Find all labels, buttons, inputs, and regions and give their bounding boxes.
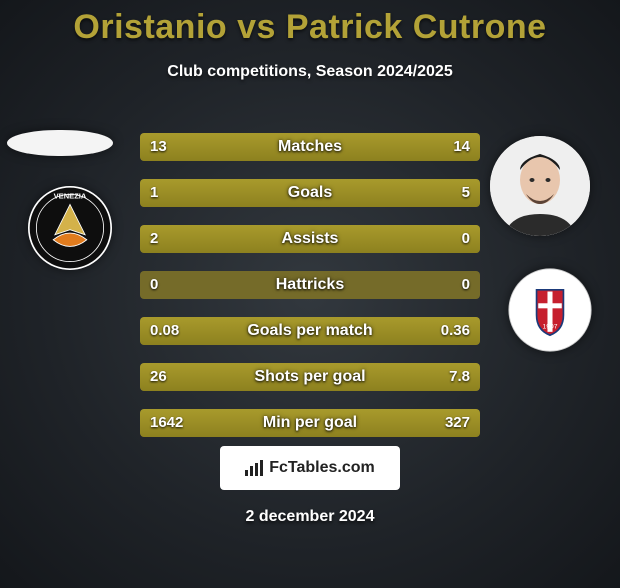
stat-row: 20Assists bbox=[140, 225, 480, 253]
svg-text:VENEZIA: VENEZIA bbox=[54, 192, 87, 201]
footer-brand-box[interactable]: FcTables.com bbox=[220, 446, 400, 490]
stat-row: 1642327Min per goal bbox=[140, 409, 480, 437]
stats-container: 1314Matches 15Goals 20Assists 00Hattricks 0.… bbox=[140, 133, 480, 455]
stat-row: 15Goals bbox=[140, 179, 480, 207]
stat-label: Assists bbox=[140, 225, 480, 253]
club-right-badge: 1907 bbox=[508, 268, 592, 352]
stat-label: Matches bbox=[140, 133, 480, 161]
svg-text:1907: 1907 bbox=[543, 323, 558, 330]
player-left-avatar bbox=[7, 130, 113, 157]
stat-label: Min per goal bbox=[140, 409, 480, 437]
stat-label: Shots per goal bbox=[140, 363, 480, 391]
footer-date: 2 december 2024 bbox=[0, 508, 620, 526]
stat-row: 0.080.36Goals per match bbox=[140, 317, 480, 345]
player-right-avatar bbox=[490, 136, 590, 236]
stat-row: 1314Matches bbox=[140, 133, 480, 161]
stat-row: 267.8Shots per goal bbox=[140, 363, 480, 391]
club-left-badge: VENEZIA bbox=[28, 186, 112, 270]
stat-row: 00Hattricks bbox=[140, 271, 480, 299]
subtitle: Club competitions, Season 2024/2025 bbox=[0, 63, 620, 81]
footer-brand-label: FcTables.com bbox=[269, 459, 375, 477]
stat-label: Hattricks bbox=[140, 271, 480, 299]
stat-label: Goals bbox=[140, 179, 480, 207]
stat-label: Goals per match bbox=[140, 317, 480, 345]
page-title: Oristanio vs Patrick Cutrone bbox=[0, 8, 620, 47]
bar-chart-icon bbox=[245, 460, 265, 476]
